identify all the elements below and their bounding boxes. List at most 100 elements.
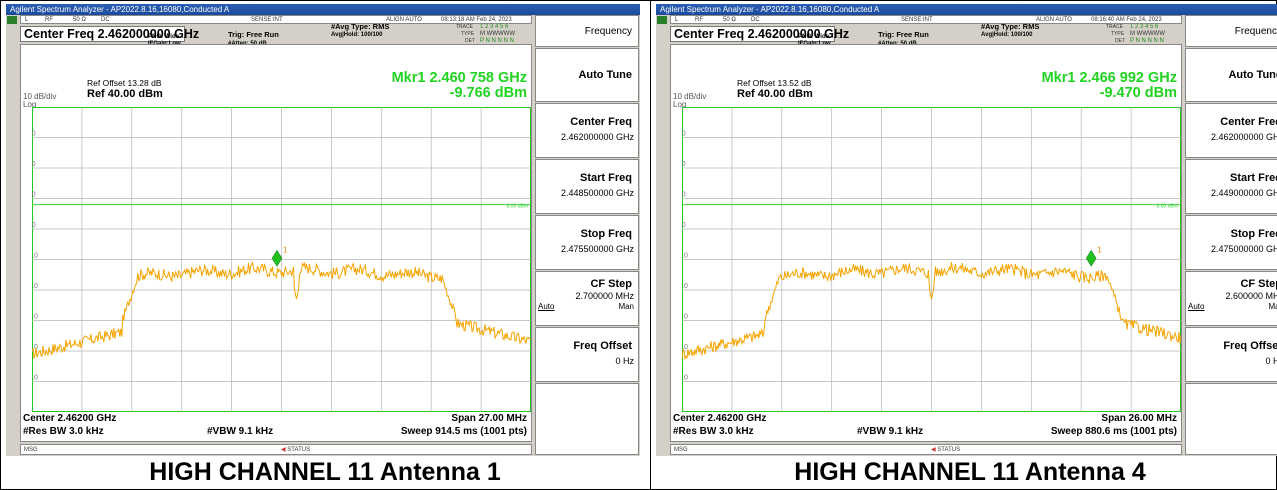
marker-diamond xyxy=(1085,249,1097,267)
vbw-readout: #VBW 9.1 kHz xyxy=(857,426,924,437)
center-freq-button[interactable]: Center Freq 2.462000000 GHz xyxy=(535,103,639,158)
res-bw-readout: #Res BW 3.0 kHz xyxy=(23,426,104,437)
input-indicator: L xyxy=(675,17,679,23)
avg-type: #Avg Type: RMS xyxy=(331,22,390,31)
spectrum-trace xyxy=(32,260,531,359)
window-title-bar: Agilent Spectrum Analyzer - AP2022.8.16,… xyxy=(6,4,640,15)
res-bw-readout: #Res BW 3.0 kHz xyxy=(673,426,754,437)
caption-antenna-4: HIGH CHANNEL 11 Antenna 4 xyxy=(794,458,1146,486)
span-readout: Span 26.00 MHz xyxy=(1101,413,1177,424)
rf-indicator: RF xyxy=(695,17,703,23)
marker-diamond xyxy=(271,249,283,267)
scale-label: 10 dB/div xyxy=(23,92,57,101)
center-freq-button[interactable]: Center Freq 2.462000000 GHz xyxy=(1185,103,1277,158)
ref-line-label: 8.00 dBm xyxy=(1157,204,1178,210)
marker-number: 1 xyxy=(1097,245,1102,254)
impedance-indicator: 50 Ω xyxy=(73,17,86,23)
sweep-readout: Sweep 880.6 ms (1001 pts) xyxy=(1050,426,1177,437)
y-tick-label: 30.0 xyxy=(682,131,686,138)
softkey-menu: Frequency Auto Tune Center Freq 2.462000… xyxy=(1185,15,1277,455)
marker-frequency: Mkr1 2.460 758 GHz xyxy=(391,70,527,86)
marker-frequency: Mkr1 2.466 992 GHz xyxy=(1041,70,1177,86)
center-freq-banner[interactable]: Center Freq 2.462000000 GHz xyxy=(670,26,849,42)
start-freq-button[interactable]: Start Freq 2.448500000 GHz xyxy=(535,159,639,214)
y-tick-label: 0.00 xyxy=(32,222,36,229)
app-icon xyxy=(7,16,17,24)
cf-step-button[interactable]: CF Step 2.700000 MHz Auto Man xyxy=(535,271,639,326)
empty-softkey xyxy=(535,383,639,455)
auto-tune-button[interactable]: Auto Tune xyxy=(1185,48,1277,102)
y-tick-label: 10.0 xyxy=(32,192,36,199)
sweep-readout: Sweep 914.5 ms (1001 pts) xyxy=(400,426,527,437)
avg-hold: Avg|Hold: 100/100 xyxy=(981,32,1033,38)
detector-types: P N N N N N xyxy=(1130,38,1164,44)
stop-freq-button[interactable]: Stop Freq 2.475500000 GHz xyxy=(535,215,639,270)
center-freq-banner[interactable]: Center Freq 2.462000000 GHz xyxy=(20,26,199,42)
status-label: ◀ STATUS xyxy=(931,447,961,453)
timestamp: 08:16:40 AM Feb 24, 2023 xyxy=(1091,17,1162,23)
y-tick-label: -20.0 xyxy=(682,283,688,290)
det-label: DET xyxy=(1115,38,1125,44)
pno-setting: PNO: Wide ↔→ xyxy=(148,34,193,40)
y-tick-label: -40.0 xyxy=(682,344,688,351)
center-readout: Center 2.46200 GHz xyxy=(673,413,767,424)
trigger-setting: Trig: Free Run xyxy=(878,30,929,39)
app-icon xyxy=(657,16,667,24)
scale-label: 10 dB/div xyxy=(673,92,707,101)
trace-types: M WWWWW xyxy=(1130,31,1165,37)
y-tick-label: -20.0 xyxy=(32,283,38,290)
spectrum-analyzer-window-right: Agilent Spectrum Analyzer - AP2022.8.16,… xyxy=(656,4,1277,456)
pno-setting: PNO: Wide ↔→ xyxy=(798,34,843,40)
y-tick-label: 20.0 xyxy=(32,161,36,168)
trace-label: TRACE xyxy=(456,24,473,30)
ref-offset: Ref Offset 13.28 dB xyxy=(87,78,162,88)
y-tick-label: 20.0 xyxy=(682,161,686,168)
y-tick-label: -30.0 xyxy=(32,314,38,321)
det-label: DET xyxy=(465,38,475,44)
marker-number: 1 xyxy=(283,245,288,254)
spectrum-trace xyxy=(682,262,1181,361)
trace-types: M WWWWW xyxy=(480,31,515,37)
instrument-status-line: L RF 50 Ω DC SENSE:INT ALIGN AUTO 08:16:… xyxy=(670,15,1182,24)
ref-offset: Ref Offset 13.52 dB xyxy=(737,78,812,88)
freq-offset-button[interactable]: Freq Offset 0 Hz xyxy=(1185,327,1277,382)
spectrum-plot[interactable]: 30.0 20.0 10.0 0.00 -10.0 -20.0 -30.0 -40.0 -50.… xyxy=(682,107,1181,412)
measurement-display[interactable]: Ref Offset 13.52 dB Ref 40.00 dBm 10 dB/… xyxy=(670,44,1182,442)
window-title-bar: Agilent Spectrum Analyzer - AP2022.8.16,… xyxy=(656,4,1277,15)
rf-indicator: RF xyxy=(45,17,53,23)
dc-indicator: DC xyxy=(751,17,760,23)
start-freq-button[interactable]: Start Freq 2.449000000 GHz xyxy=(1185,159,1277,214)
center-readout: Center 2.46200 GHz xyxy=(23,413,117,424)
y-tick-label: -10.0 xyxy=(32,253,38,260)
speaker-icon: ◀ xyxy=(931,447,936,453)
y-tick-label: 0.00 xyxy=(682,222,686,229)
freq-offset-button[interactable]: Freq Offset 0 Hz xyxy=(535,327,639,382)
y-tick-label: -10.0 xyxy=(682,253,688,260)
ref-level: Ref 40.00 dBm xyxy=(737,88,813,100)
ref-line-label: 8.00 dBm xyxy=(507,204,528,210)
y-tick-label: -30.0 xyxy=(682,314,688,321)
sense-indicator: SENSE:INT xyxy=(251,17,283,23)
span-readout: Span 27.00 MHz xyxy=(451,413,527,424)
spectrum-plot[interactable]: 30.0 20.0 10.0 0.00 -10.0 -20.0 -30.0 -40.0 -50.… xyxy=(32,107,531,412)
log-label: Log xyxy=(673,100,687,109)
dc-indicator: DC xyxy=(101,17,110,23)
type-label: TYPE xyxy=(1111,31,1125,37)
instrument-status-line: L RF 50 Ω DC SENSE:INT ALIGN AUTO 08:13:… xyxy=(20,15,532,24)
y-tick-label: 30.0 xyxy=(32,131,36,138)
measurement-display[interactable]: Ref Offset 13.28 dB Ref 40.00 dBm 10 dB/… xyxy=(20,44,532,442)
sense-indicator: SENSE:INT xyxy=(901,17,933,23)
trace-numbers: 1 2 3 4 5 6 xyxy=(480,24,509,30)
auto-tune-button[interactable]: Auto Tune xyxy=(535,48,639,102)
trace-numbers: 1 2 3 4 5 6 xyxy=(1130,24,1159,30)
type-label: TYPE xyxy=(461,31,475,37)
cf-step-button[interactable]: CF Step 2.600000 MHz Auto Man xyxy=(1185,271,1277,326)
speaker-icon: ◀ xyxy=(281,447,286,453)
avg-hold: Avg|Hold: 100/100 xyxy=(331,32,383,38)
stop-freq-button[interactable]: Stop Freq 2.475000000 GHz xyxy=(1185,215,1277,270)
caption-antenna-1: HIGH CHANNEL 11 Antenna 1 xyxy=(149,458,501,486)
timestamp: 08:13:18 AM Feb 24, 2023 xyxy=(441,17,512,23)
avg-type: #Avg Type: RMS xyxy=(981,22,1040,31)
marker-amplitude: -9.470 dBm xyxy=(1099,85,1177,101)
y-tick-label: -50.0 xyxy=(32,375,38,382)
